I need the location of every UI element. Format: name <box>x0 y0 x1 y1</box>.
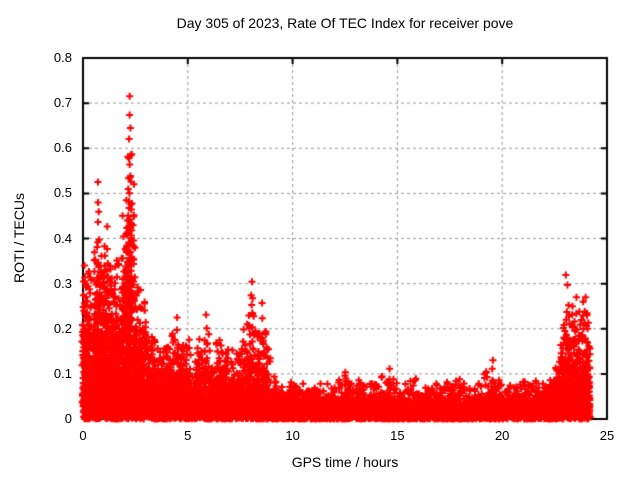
y-tick-label: 0.1 <box>53 365 72 381</box>
y-tick-label: 0.2 <box>53 320 72 336</box>
x-tick-label: 0 <box>79 428 87 443</box>
x-tick-label: 10 <box>285 428 300 443</box>
x-tick-label: 15 <box>390 428 405 443</box>
y-tick-label: 0.6 <box>53 140 72 156</box>
x-tick-label: 20 <box>494 428 510 443</box>
y-tick-label: 0.8 <box>53 50 72 65</box>
y-tick-label: 0.5 <box>53 185 72 201</box>
x-tick-label: 25 <box>599 428 615 443</box>
x-axis-label: GPS time / hours <box>291 454 399 470</box>
y-tick-label: 0.3 <box>53 275 72 291</box>
y-tick-label: 0 <box>64 411 72 426</box>
y-axis-label: ROTI / TECUs <box>11 193 27 283</box>
chart-title: Day 305 of 2023, Rate Of TEC Index for r… <box>176 15 514 31</box>
x-tick-label: 5 <box>184 428 192 443</box>
y-tick-label: 0.7 <box>53 95 72 111</box>
y-tick-label: 0.4 <box>53 230 72 246</box>
